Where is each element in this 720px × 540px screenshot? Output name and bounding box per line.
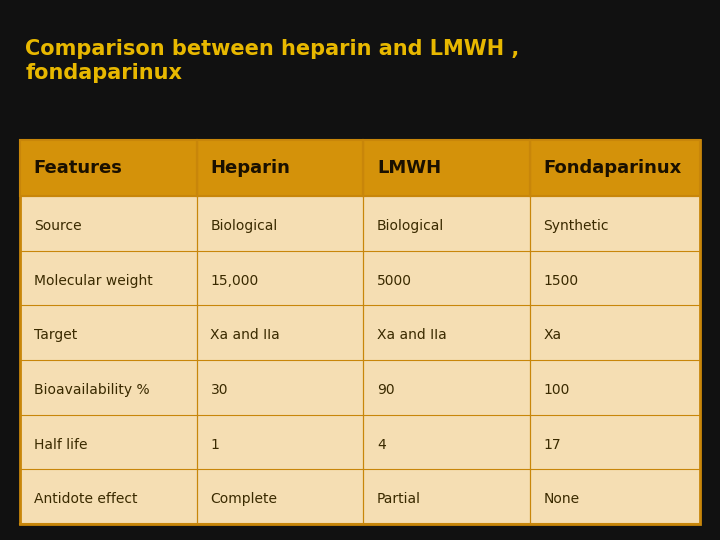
Text: 100: 100 [544,383,570,397]
Text: Half life: Half life [34,437,87,451]
Text: Bioavailability %: Bioavailability % [34,383,149,397]
Text: Complete: Complete [210,492,277,506]
Text: 1500: 1500 [544,274,579,288]
Text: Xa and IIa: Xa and IIa [377,328,446,342]
Text: Target: Target [34,328,77,342]
Text: 30: 30 [210,383,228,397]
Text: Antidote effect: Antidote effect [34,492,138,506]
Text: LMWH: LMWH [377,159,441,177]
Text: 4: 4 [377,437,386,451]
Text: 5000: 5000 [377,274,412,288]
Text: 90: 90 [377,383,395,397]
Bar [530,140,700,196]
Bar [197,140,364,196]
Text: Xa and IIa: Xa and IIa [210,328,280,342]
Text: Molecular weight: Molecular weight [34,274,153,288]
Text: Features: Features [34,159,122,177]
Bar [364,140,530,196]
Text: 15,000: 15,000 [210,274,258,288]
Text: Xa: Xa [544,328,562,342]
Text: Source: Source [34,219,81,233]
Text: Biological: Biological [210,219,278,233]
Text: Comparison between heparin and LMWH ,
fondaparinux: Comparison between heparin and LMWH , fo… [25,39,519,83]
Text: Biological: Biological [377,219,444,233]
Text: 17: 17 [544,437,561,451]
Text: Partial: Partial [377,492,421,506]
Text: None: None [544,492,580,506]
Text: Fondaparinux: Fondaparinux [544,159,682,177]
Text: Heparin: Heparin [210,159,290,177]
Text: Synthetic: Synthetic [544,219,609,233]
Text: 1: 1 [210,437,220,451]
Bar [20,140,197,196]
